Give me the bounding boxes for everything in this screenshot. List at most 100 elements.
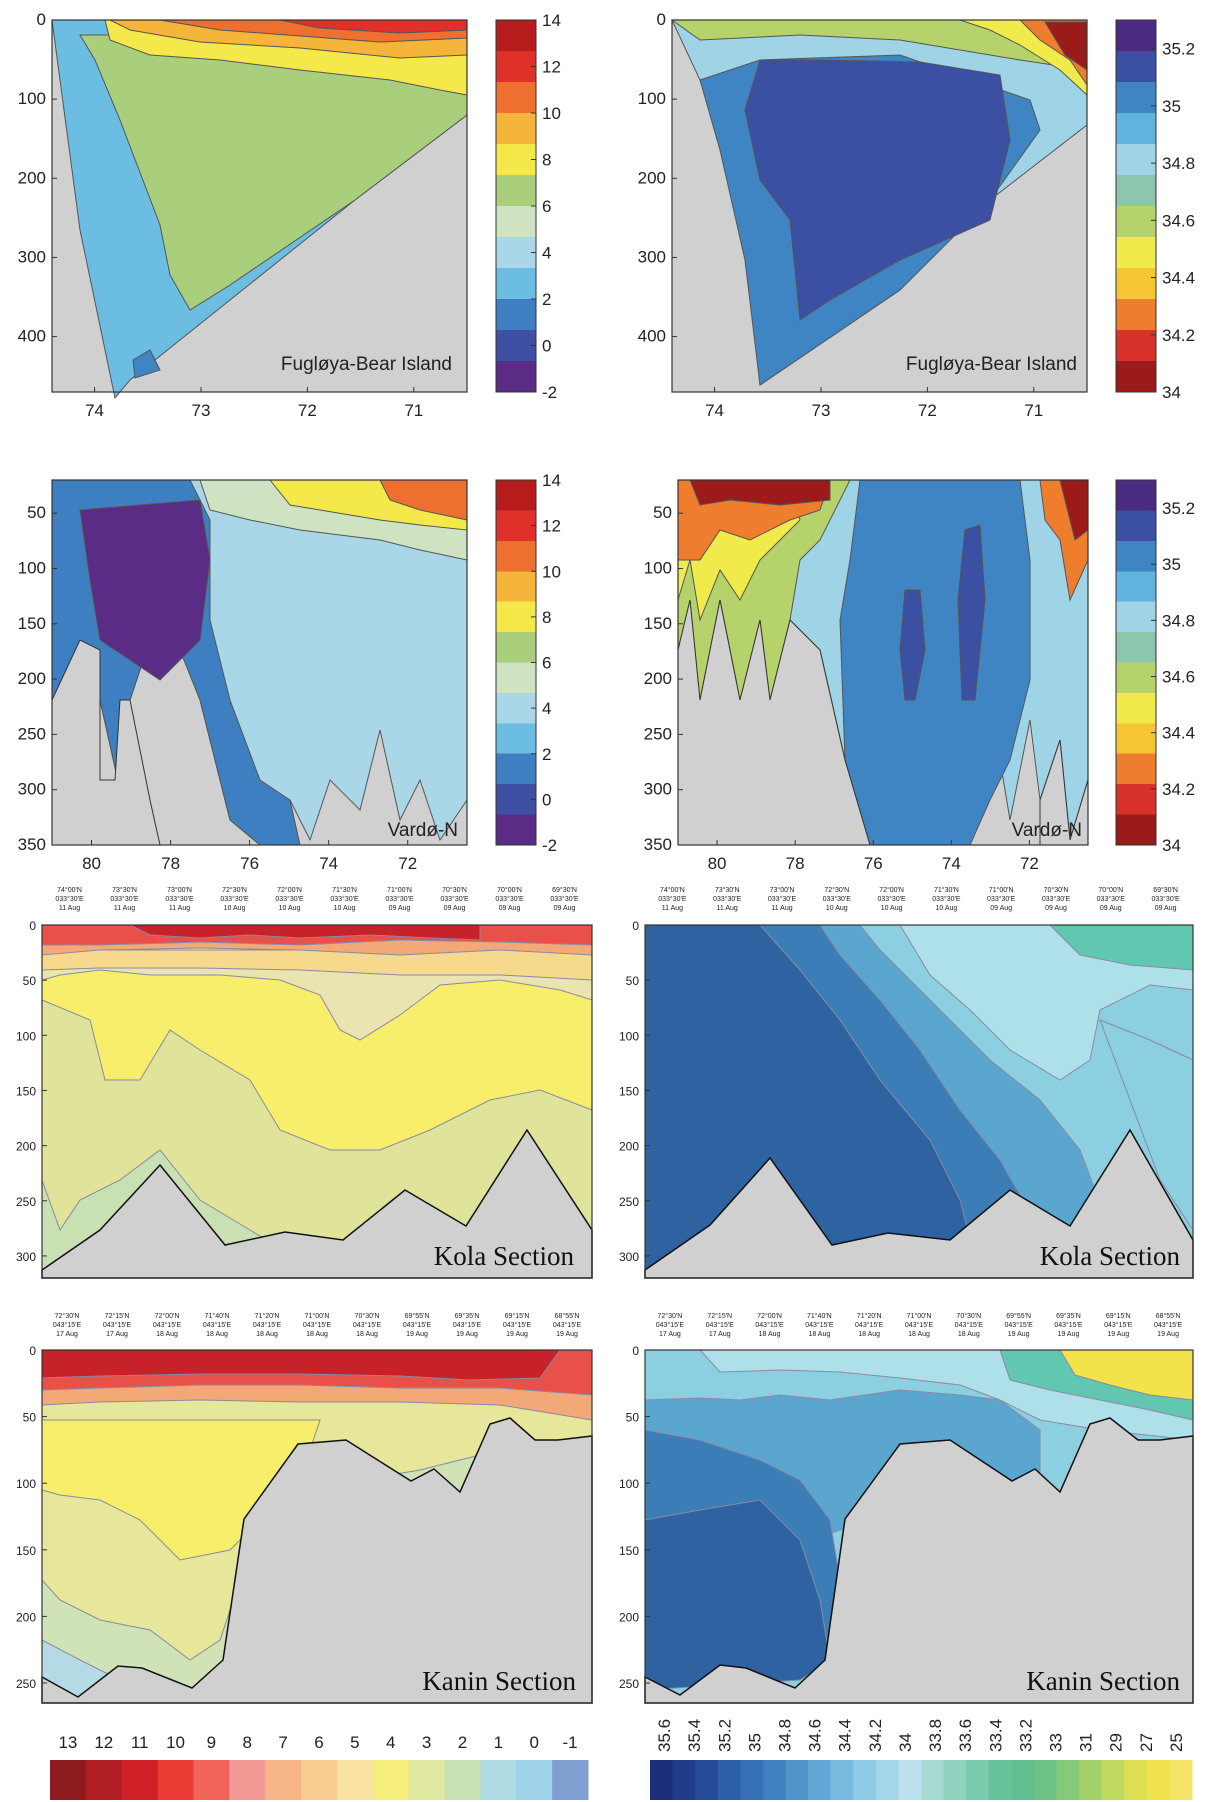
legend-tick-label: 31 [1077, 1733, 1096, 1752]
station-label: 71°20'N [255, 1312, 280, 1320]
station-label: 033°30'E [550, 895, 579, 903]
legend-tick-label: 34.6 [806, 1719, 825, 1752]
colorbar [495, 479, 537, 846]
legend-swatch [1079, 1760, 1103, 1800]
station-label: 71°30'N [934, 886, 959, 894]
legend-tick-label: 35.2 [715, 1719, 734, 1752]
station-label: 033°30'E [440, 895, 469, 903]
station-label: 69°55'N [1006, 1312, 1031, 1320]
water-layer [132, 349, 161, 379]
legend-swatch [1101, 1760, 1125, 1800]
station-label: 70°00'N [1098, 886, 1123, 894]
colorbar-tick-label: 34.6 [1162, 668, 1195, 687]
station-label: 033°30'E [385, 895, 414, 903]
station-label: 09 Aug [444, 905, 466, 912]
y-tick-label: 350 [644, 835, 672, 854]
y-tick-label: 200 [619, 1610, 639, 1624]
legend-swatch [853, 1760, 877, 1800]
station-label: 70°30'N [956, 1312, 981, 1320]
x-tick-label: 80 [82, 854, 101, 873]
y-tick-label: 300 [644, 780, 672, 799]
station-label: 72°30'N [222, 886, 247, 894]
legend-swatch [121, 1760, 159, 1800]
legend-tick-label: -1 [563, 1733, 578, 1752]
colorbar-tick-label: 12 [542, 517, 561, 536]
colorbar-tick-label: 0 [542, 337, 551, 356]
y-tick-label: 300 [18, 247, 46, 266]
y-tick-label: 50 [626, 974, 640, 988]
legend-swatch [193, 1760, 230, 1800]
legend-swatch [444, 1760, 481, 1800]
colorbar-tick-label: 34.2 [1162, 326, 1195, 345]
legend-swatch [301, 1760, 338, 1800]
station-label: 033°30'E [330, 895, 359, 903]
colorbar-tick-label: 34.4 [1162, 724, 1195, 743]
y-tick-label: 350 [18, 835, 46, 854]
colorbar-tick-label: 6 [542, 654, 551, 673]
panel-frame [644, 924, 1194, 1279]
station-label: 033°30'E [275, 895, 304, 903]
section-label: Kanin Section [1026, 1666, 1180, 1696]
y-tick-label: 100 [619, 1477, 639, 1491]
station-label: 69°35'N [1056, 1312, 1081, 1320]
station-label: 043°15'E [103, 1321, 132, 1329]
y-tick-label: 0 [632, 919, 639, 933]
legend-tick-label: 33.8 [926, 1719, 945, 1752]
station-label: 71°40'N [205, 1312, 230, 1320]
legend-swatch [1146, 1760, 1170, 1800]
station-label: 043°15'E [53, 1321, 82, 1329]
x-tick-label: 72 [918, 401, 937, 420]
legend-swatch [740, 1760, 764, 1800]
section-label: Vardø-N [1012, 820, 1082, 841]
x-tick-label: 76 [864, 854, 883, 873]
legend-swatch [808, 1760, 832, 1800]
station-label: 033°30'E [55, 895, 84, 903]
y-tick-label: 250 [619, 1195, 639, 1209]
y-tick-label: 100 [644, 558, 672, 577]
colorbar-tick-label: 35.2 [1162, 499, 1195, 518]
station-label: 033°30'E [932, 895, 961, 903]
y-tick-label: 150 [16, 1084, 36, 1098]
station-label: 69°30'N [552, 886, 577, 894]
station-label: 73°00'N [770, 886, 795, 894]
station-label: 19 Aug [556, 1331, 578, 1338]
section-label: Kola Section [1040, 1241, 1181, 1271]
colorbar-tick-label: 8 [542, 608, 551, 627]
y-tick-label: 400 [638, 327, 666, 346]
legend-tick-label: 0 [529, 1733, 538, 1752]
y-tick-label: 300 [619, 1250, 639, 1264]
station-label: 71°00'N [305, 1312, 330, 1320]
station-label: 043°15'E [955, 1321, 984, 1329]
station-label: 68°55'N [555, 1312, 580, 1320]
station-label: 71°30'N [332, 886, 357, 894]
station-label: 17 Aug [709, 1331, 731, 1338]
y-tick-label: 200 [18, 168, 46, 187]
station-label: 043°15'E [805, 1321, 834, 1329]
legend-tick-label: 34.2 [866, 1719, 885, 1752]
seabed [41, 1417, 593, 1704]
y-tick-label: 50 [653, 503, 672, 522]
station-label: 18 Aug [206, 1331, 228, 1338]
colorbar-tick-label: 12 [542, 58, 561, 77]
y-tick-label: 200 [16, 1610, 36, 1624]
legend-swatch [336, 1760, 374, 1800]
water-layer [957, 524, 986, 701]
station-label: 11 Aug [114, 905, 135, 912]
station-label: 18 Aug [759, 1331, 781, 1338]
station-label: 043°15'E [503, 1321, 532, 1329]
station-label: 19 Aug [506, 1331, 528, 1338]
legend-swatch [717, 1760, 741, 1800]
station-label: 09 Aug [1045, 905, 1067, 912]
y-tick-label: 300 [638, 247, 666, 266]
station-label: 11 Aug [662, 905, 683, 912]
station-label: 033°30'E [1097, 895, 1126, 903]
colorbar-tick-label: 35.2 [1162, 40, 1195, 59]
station-label: 70°30'N [1044, 886, 1069, 894]
station-label: 10 Aug [826, 905, 848, 912]
y-tick-label: 0 [29, 919, 36, 933]
station-label: 18 Aug [858, 1331, 880, 1338]
station-label: 19 Aug [456, 1331, 478, 1338]
y-tick-label: 50 [626, 1411, 640, 1425]
